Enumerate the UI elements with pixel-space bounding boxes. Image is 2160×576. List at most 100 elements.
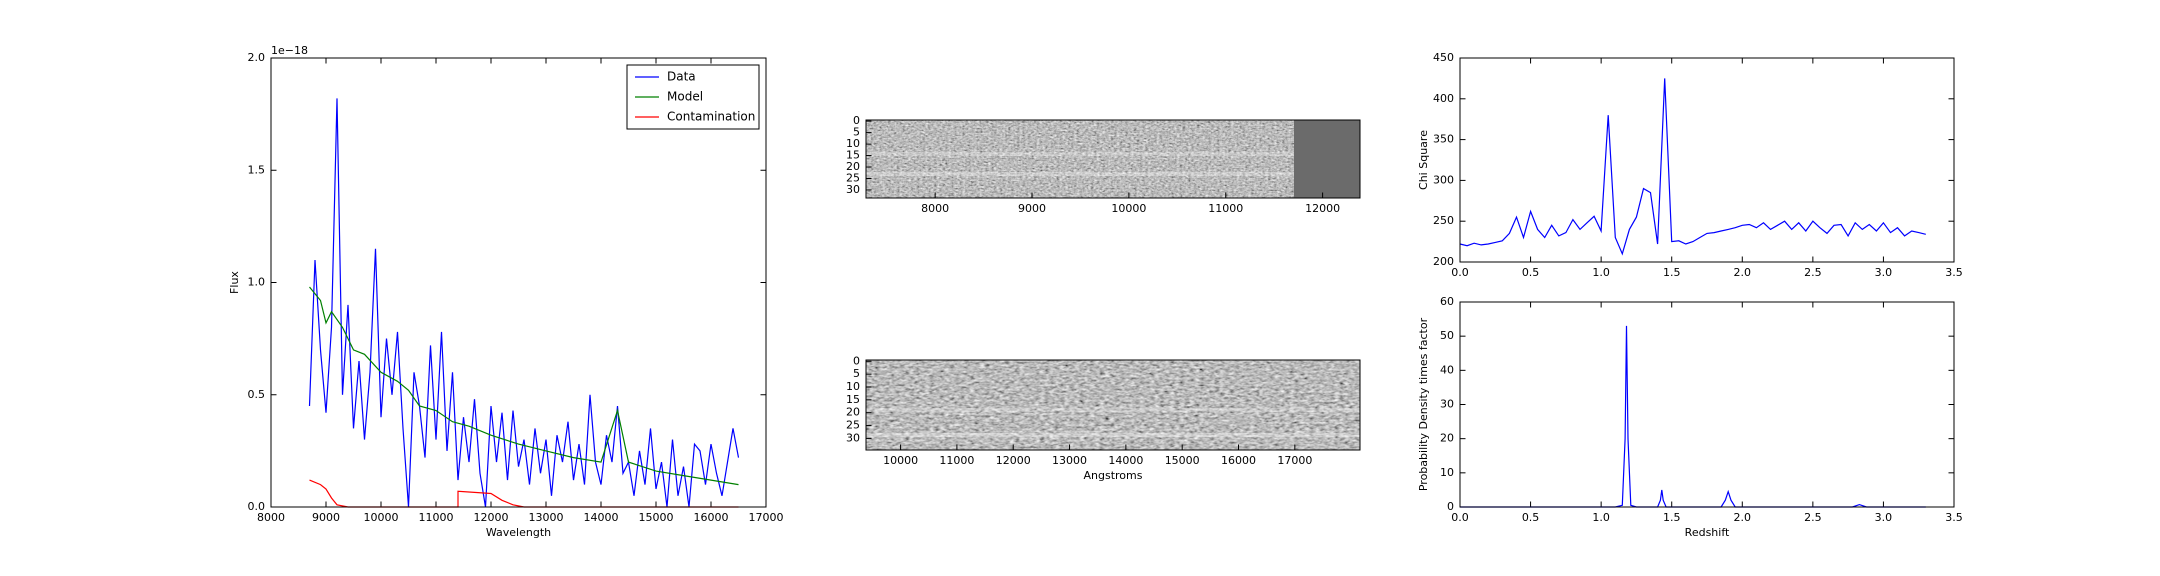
x-tick-label: 0.0 — [1451, 511, 1469, 524]
y-tick-label: 15 — [846, 149, 860, 162]
y-tick-label: 0 — [853, 114, 860, 127]
y-tick-label: 300 — [1433, 173, 1454, 186]
axes-frame — [865, 119, 1361, 199]
y-tick-label: 1.0 — [248, 276, 266, 289]
x-tick-label: 2.0 — [1734, 266, 1752, 279]
x-tick-label: 3.5 — [1945, 511, 1963, 524]
x-tick-label: 1.0 — [1592, 511, 1610, 524]
y-tick-label: 50 — [1440, 329, 1454, 342]
axes-frame — [865, 359, 1361, 451]
x-tick-label: 12000 — [1305, 202, 1340, 215]
y-tick-label: 0 — [853, 354, 860, 367]
panel: 0.0 0.5 1.0 1.5 2.0 2.5 3.0 3.5 200 250 300 350 400 4… — [1417, 51, 1963, 279]
data-line — [1460, 325, 1926, 508]
x-tick-label: 1.5 — [1663, 266, 1681, 279]
spectrum-image — [866, 120, 1360, 198]
masked-region — [1294, 120, 1360, 198]
x-tick-label: 17000 — [749, 511, 784, 524]
x-tick-label: 8000 — [257, 511, 285, 524]
x-tick-label: 13000 — [1052, 454, 1087, 467]
y-tick-label: 0 — [1447, 500, 1454, 513]
y-axis-label: Probability Density times factor — [1417, 317, 1430, 491]
y-tick-label: 20 — [1440, 432, 1454, 445]
axes-frame — [270, 57, 767, 508]
y-tick-label: 10 — [846, 137, 860, 150]
x-tick-label: 3.0 — [1875, 511, 1893, 524]
trace-band — [866, 172, 1294, 176]
y-tick-label: 0.0 — [248, 500, 266, 513]
y-tick-label: 30 — [846, 431, 860, 444]
legend-label: Model — [667, 90, 703, 104]
y-tick-label: 350 — [1433, 133, 1454, 146]
x-tick-label: 15000 — [1165, 454, 1200, 467]
x-tick-label: 8000 — [921, 202, 949, 215]
x-tick-label: 14000 — [1108, 454, 1143, 467]
x-tick-label: 1.0 — [1592, 266, 1610, 279]
panel: 0.0 0.5 1.0 1.5 2.0 2.5 3.0 3.5 0 10 20 30 40 50 60 Red… — [1417, 295, 1963, 539]
x-tick-label: 12000 — [996, 454, 1031, 467]
x-tick-label: 12000 — [474, 511, 509, 524]
x-tick-label: 0.5 — [1522, 511, 1540, 524]
offset-label: 1e−18 — [271, 44, 308, 57]
axes-frame — [1459, 301, 1955, 508]
image-1 — [866, 120, 1360, 198]
x-tick-label: 10000 — [1111, 202, 1146, 215]
x-tick-label: 2.5 — [1804, 266, 1822, 279]
y-tick-label: 2.0 — [248, 51, 266, 64]
x-tick-label: 11000 — [1208, 202, 1243, 215]
y-tick-label: 200 — [1433, 255, 1454, 268]
trace-band — [866, 433, 1360, 437]
x-tick-label: 16000 — [1221, 454, 1256, 467]
y-tick-label: 250 — [1433, 214, 1454, 227]
y-tick-label: 30 — [846, 183, 860, 196]
x-tick-label: 9000 — [1018, 202, 1046, 215]
axes-frame — [1459, 57, 1955, 263]
y-tick-label: 20 — [846, 160, 860, 173]
x-tick-label: 2.0 — [1734, 511, 1752, 524]
y-tick-label: 20 — [846, 406, 860, 419]
y-tick-label: 10 — [1440, 466, 1454, 479]
panel: 8000 9000 10000 11000 12000 13000 14000 15000 16… — [228, 44, 784, 539]
x-axis-label: Wavelength — [486, 526, 551, 539]
data-line — [309, 479, 739, 508]
x-tick-label: 2.5 — [1804, 511, 1822, 524]
y-tick-label: 5 — [853, 367, 860, 380]
y-tick-label: 30 — [1440, 398, 1454, 411]
y-tick-label: 1.5 — [248, 163, 266, 176]
spectrum-image — [866, 360, 1360, 450]
panel: 10000 11000 12000 13000 14000 15000 16000 17000… — [846, 354, 1361, 482]
y-tick-label: 25 — [846, 172, 860, 185]
x-tick-label: 0.5 — [1522, 266, 1540, 279]
data-line — [1459, 78, 1926, 256]
x-tick-label: 16000 — [694, 511, 729, 524]
y-axis-label: Chi Square — [1417, 130, 1430, 190]
legend: Data Model Contamination — [626, 64, 760, 130]
legend-label: Contamination — [667, 110, 755, 124]
x-tick-label: 10000 — [883, 454, 918, 467]
y-tick-label: 5 — [853, 126, 860, 139]
trace-band — [866, 152, 1294, 156]
x-tick-label: 0.0 — [1451, 266, 1469, 279]
y-tick-label: 10 — [846, 380, 860, 393]
y-tick-label: 40 — [1440, 363, 1454, 376]
x-tick-label: 11000 — [939, 454, 974, 467]
x-tick-label: 13000 — [529, 511, 564, 524]
trace-band — [866, 408, 1360, 412]
x-tick-label: 11000 — [419, 511, 454, 524]
x-tick-label: 1.5 — [1663, 511, 1681, 524]
y-tick-label: 60 — [1440, 295, 1454, 308]
x-axis-label: Redshift — [1685, 526, 1730, 539]
x-tick-label: 17000 — [1277, 454, 1312, 467]
x-tick-label: 14000 — [584, 511, 619, 524]
data-line — [309, 286, 739, 486]
legend-label: Data — [667, 70, 696, 84]
x-tick-label: 9000 — [312, 511, 340, 524]
y-tick-label: 450 — [1433, 51, 1454, 64]
y-tick-label: 400 — [1433, 92, 1454, 105]
x-tick-label: 3.5 — [1945, 266, 1963, 279]
x-tick-label: 15000 — [639, 511, 674, 524]
x-axis-label: Angstroms — [1084, 469, 1143, 482]
y-tick-label: 25 — [846, 419, 860, 432]
